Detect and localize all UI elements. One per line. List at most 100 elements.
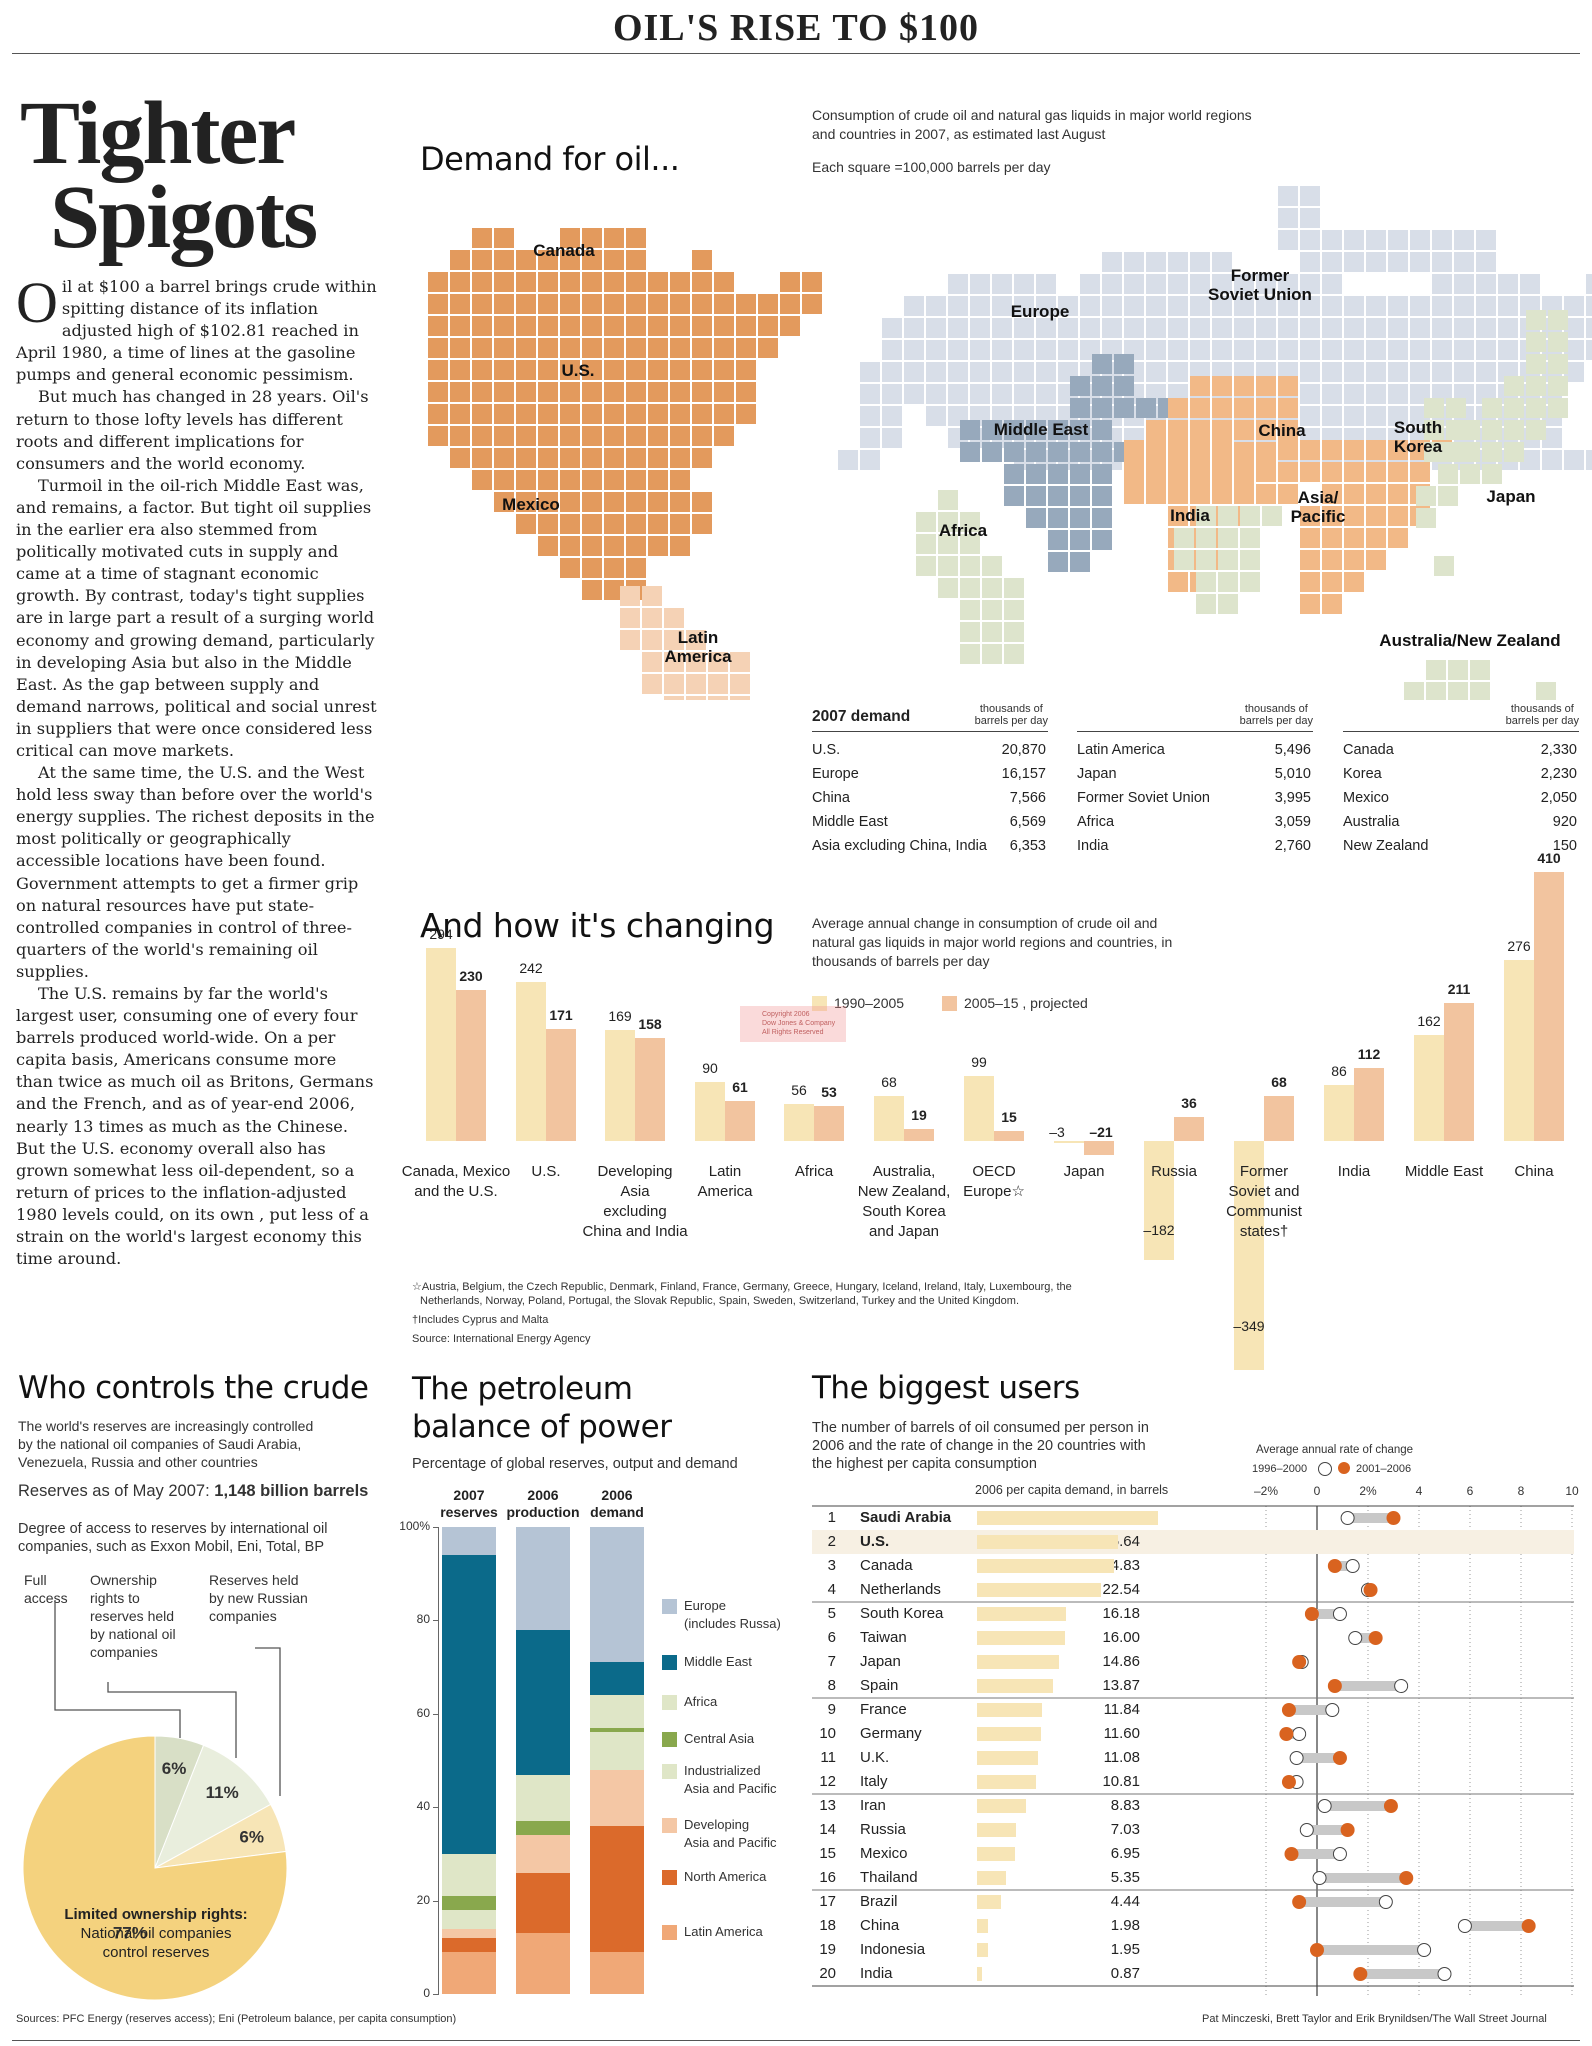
map-square	[1526, 420, 1546, 440]
change-bar-past	[1054, 1141, 1084, 1143]
map-square	[428, 382, 448, 402]
map-square	[860, 362, 880, 382]
map-square	[948, 274, 968, 294]
map-square	[670, 470, 690, 490]
map-square	[642, 652, 662, 672]
map-square	[670, 338, 690, 358]
pie-slice	[22, 1735, 288, 2000]
map-square	[1366, 506, 1386, 526]
map-square	[708, 674, 728, 694]
map-label-fsu-line-1: Former	[1230, 266, 1290, 285]
map-square	[642, 608, 662, 628]
map-square	[450, 448, 470, 468]
map-square	[1070, 530, 1090, 550]
map-square	[626, 404, 646, 424]
map-square	[970, 340, 990, 360]
map-square	[494, 338, 514, 358]
users-table-row: 16 Thailand 5.35	[812, 1866, 1574, 1890]
map-square	[560, 316, 580, 336]
map-square	[926, 384, 946, 404]
map-square	[882, 428, 902, 448]
map-square	[626, 470, 646, 490]
demand-row-value: 2,230	[1540, 766, 1577, 782]
dot-2001-2006	[1332, 1751, 1347, 1765]
map-square	[1300, 506, 1320, 526]
map-square	[538, 536, 558, 556]
map-square	[960, 420, 980, 440]
dot-2001-2006	[1292, 1655, 1307, 1669]
map-square	[1476, 230, 1496, 250]
map-square	[494, 272, 514, 292]
map-square	[1504, 398, 1524, 418]
own-line-1: Ownership	[90, 1572, 157, 1588]
map-square	[960, 644, 980, 664]
controls-description-line-3: Venezuela, Russia and other countries	[18, 1454, 258, 1470]
map-square	[916, 534, 936, 554]
map-square	[1548, 332, 1568, 352]
map-square	[1146, 462, 1166, 482]
demand-table-col-1: 2007 demand thousands of barrels per day …	[812, 697, 1048, 858]
controls-description: The world's reserves are increasingly co…	[18, 1417, 313, 1471]
map-square	[516, 448, 536, 468]
map-square	[1526, 332, 1546, 352]
demand-row-name: Middle East	[812, 814, 888, 830]
map-square	[1448, 682, 1468, 700]
change-bar-past	[1324, 1084, 1354, 1141]
map-square	[1070, 486, 1090, 506]
map-square	[560, 382, 580, 402]
map-square	[1476, 274, 1496, 294]
map-square	[692, 514, 712, 534]
demand-row-value: 2,050	[1540, 790, 1577, 806]
map-label-asia-pacific: Asia/ Pacific	[1282, 488, 1354, 526]
map-square	[1190, 274, 1210, 294]
map-square	[1322, 462, 1342, 482]
demand-row-name: Mexico	[1343, 790, 1389, 806]
category-label-line: New Zealand,	[857, 1183, 951, 1200]
map-square	[1300, 440, 1320, 460]
map-square	[1190, 462, 1210, 482]
map-square	[1124, 274, 1144, 294]
map-square	[1014, 296, 1034, 316]
map-square	[582, 338, 602, 358]
unit-line-1: thousands of	[1244, 703, 1308, 715]
balance-legend-swatch	[662, 1764, 677, 1779]
map-square	[472, 426, 492, 446]
map-square	[1212, 462, 1232, 482]
balance-header-line: demand	[590, 1504, 644, 1520]
map-square	[604, 316, 624, 336]
map-square	[604, 360, 624, 380]
map-square	[1366, 230, 1386, 250]
users-per-capita-bar	[977, 1775, 1037, 1789]
map-square	[1482, 464, 1502, 484]
map-square	[1092, 376, 1112, 396]
map-square	[714, 360, 734, 380]
users-table-row: 15 Mexico 6.95	[812, 1842, 1574, 1866]
map-square	[982, 420, 1002, 440]
map-square	[450, 316, 470, 336]
change-bar-value: 86	[1331, 1062, 1347, 1079]
map-square	[1344, 462, 1364, 482]
users-value: 13.87	[1102, 1677, 1140, 1694]
map-square	[582, 426, 602, 446]
change-bar-value: –349	[1233, 1318, 1265, 1334]
users-value: 7.03	[1110, 1821, 1140, 1838]
balance-legend-label: North America	[684, 1868, 766, 1886]
map-square	[1454, 252, 1474, 272]
users-table-row: 11 U.K. 11.08	[812, 1746, 1574, 1770]
map-square	[472, 448, 492, 468]
change-bar-value: 162	[1417, 1012, 1441, 1029]
dot-2001-2006	[1353, 1967, 1368, 1981]
map-square	[1058, 340, 1078, 360]
map-square	[538, 404, 558, 424]
own-line-4: by national oil	[90, 1626, 176, 1642]
users-per-capita-bar	[977, 1895, 1002, 1909]
map-square	[1048, 486, 1068, 506]
map-square	[736, 294, 756, 314]
map-label-latin-line-2: America	[664, 647, 732, 666]
map-square	[1004, 622, 1024, 642]
balance-column-header: 2006 demand	[576, 1487, 658, 1521]
map-square	[926, 340, 946, 360]
users-per-capita-bar	[977, 1847, 1016, 1861]
leader-line-full	[54, 1600, 181, 1738]
map-square	[970, 362, 990, 382]
